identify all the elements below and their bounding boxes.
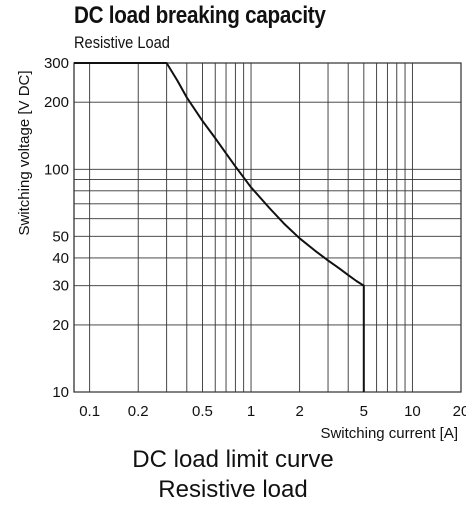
y-tick-label: 30 [52,278,69,295]
caption-line-1: DC load limit curve [132,446,334,473]
chart-title: DC load breaking capacity [74,2,326,29]
y-tick-label: 40 [52,250,69,267]
caption-line-2: Resistive load [158,476,308,503]
y-tick-label: 100 [44,161,69,178]
x-tick-label: 0.2 [128,403,149,420]
curve-layer [74,62,365,392]
chart-subtitle: Resistive Load [74,33,170,52]
x-tick-label: 20 [453,403,466,420]
x-tick-label: 5 [360,403,368,420]
x-tick-label: 2 [295,403,303,420]
y-tick-label: 10 [52,384,69,401]
y-tick-label: 20 [52,317,69,334]
grid-layer [73,62,462,393]
x-tick-label: 0.1 [79,403,100,420]
y-axis-label: Switching voltage [V DC] [16,70,33,235]
x-tick-label: 10 [404,403,421,420]
y-tick-label: 300 [44,55,69,72]
tick-label-layer: 0.1 0.2 0.5 1 2 5 10 20 10 20 30 40 50 100 200 300 [44,55,466,420]
y-tick-label: 50 [52,228,69,245]
x-axis-label: Switching current [A] [320,425,458,442]
y-tick-label: 200 [44,94,69,111]
limit-curve [74,62,365,392]
chart-plot: 0.1 0.2 0.5 1 2 5 10 20 10 20 30 40 50 100 200 300 Swit… [16,55,466,442]
plot-frame [73,62,462,393]
x-tick-label: 1 [247,403,255,420]
x-tick-label: 0.5 [192,403,213,420]
